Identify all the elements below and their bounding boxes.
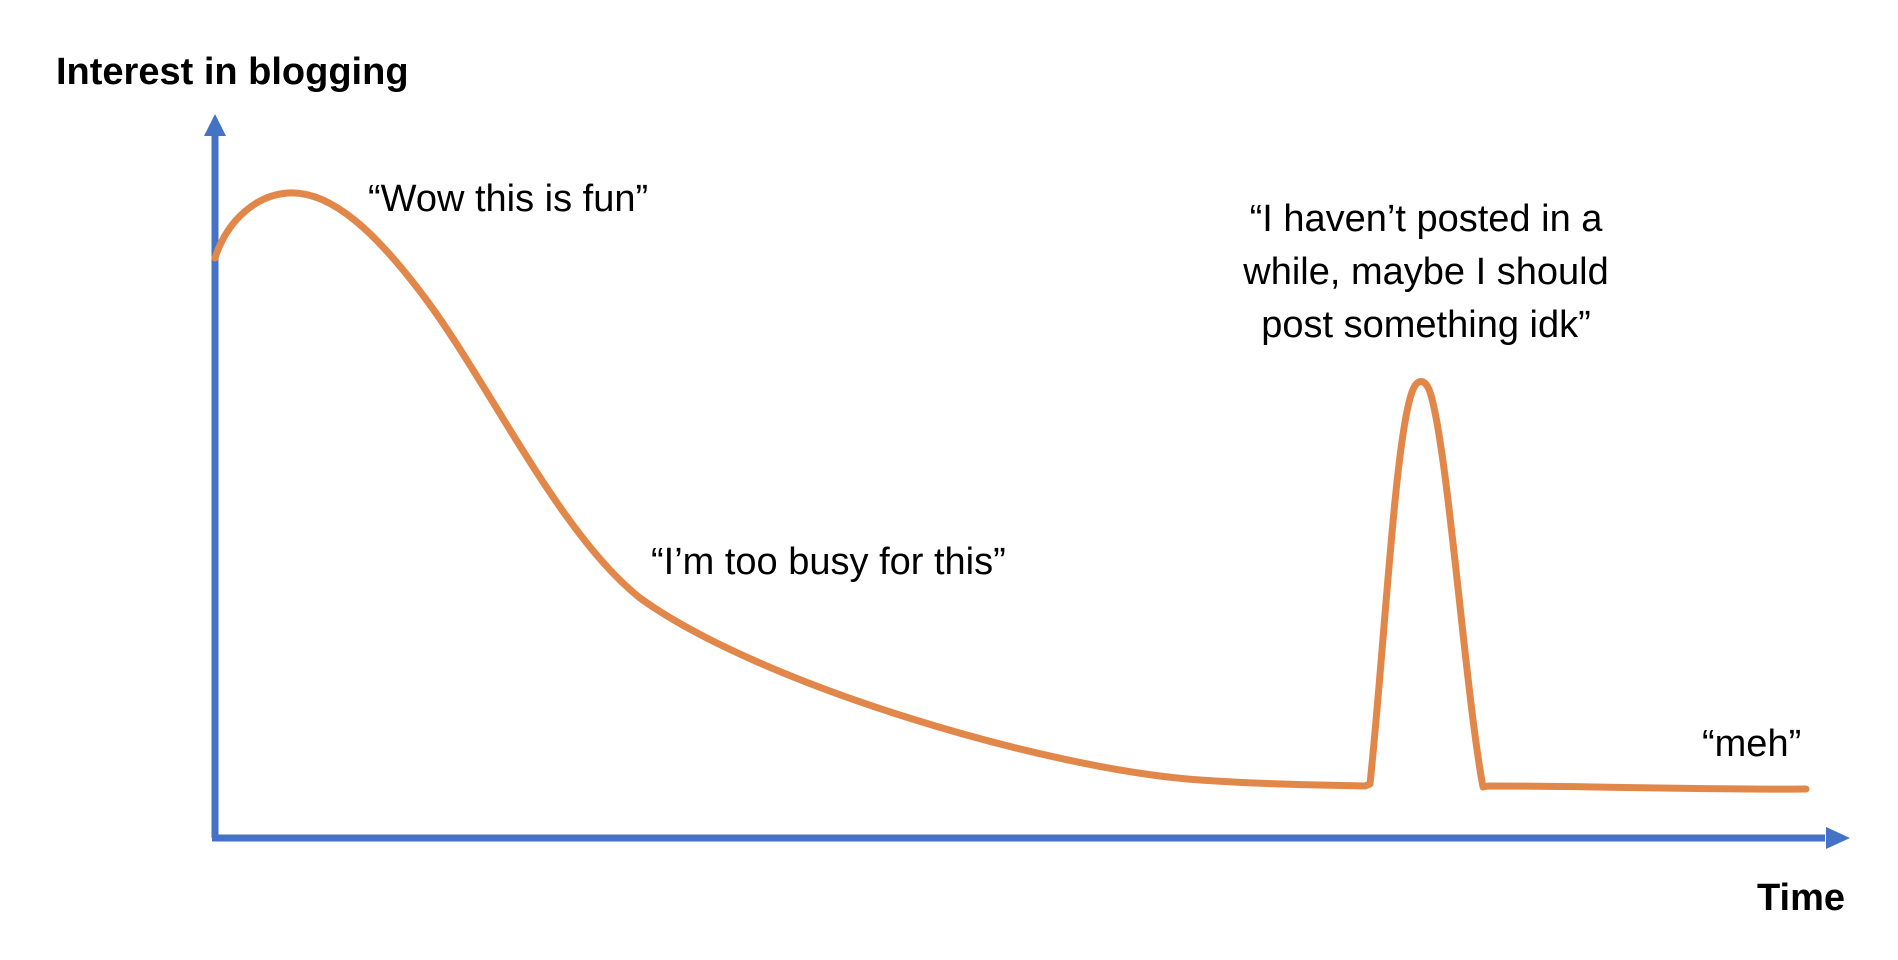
- x-axis-label: Time: [1757, 877, 1845, 919]
- annotation-wow-this-is-fun: “Wow this is fun”: [368, 178, 648, 220]
- annotation-havent-posted-line-3: post something idk”: [1261, 304, 1591, 346]
- annotation-havent-posted-line-1: “I haven’t posted in a: [1250, 198, 1604, 240]
- x-axis-arrowhead: [1826, 827, 1850, 849]
- y-axis-arrowhead: [204, 114, 226, 136]
- annotation-meh: “meh”: [1702, 723, 1801, 765]
- interest-curve: [211, 189, 1810, 793]
- annotation-too-busy: “I’m too busy for this”: [651, 541, 1006, 583]
- y-axis-label: Interest in blogging: [56, 51, 409, 93]
- annotation-havent-posted-line-2: while, maybe I should: [1242, 251, 1608, 293]
